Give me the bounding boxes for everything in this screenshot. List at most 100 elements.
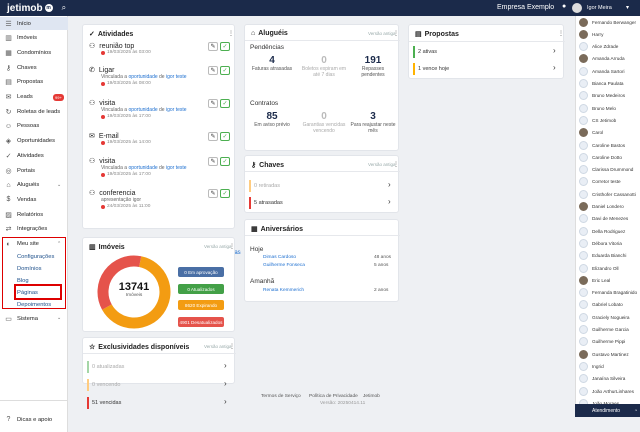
sidebar-item-14[interactable]: ⇄ Integrações — [0, 223, 68, 236]
contact-item[interactable]: Eduarda Bianchi — [576, 250, 640, 262]
donut-slice-3[interactable] — [97, 255, 142, 310]
search-icon[interactable]: ⌕ — [61, 3, 67, 12]
status-row[interactable]: 51 vencidas — [92, 400, 122, 406]
chevron-right-icon[interactable]: › — [553, 63, 556, 72]
contact-item[interactable]: Caroline Dotto — [576, 151, 640, 163]
sidebar-item-12[interactable]: $ Vendas — [0, 193, 68, 206]
user-menu-chevron-icon[interactable]: ▾ — [626, 5, 630, 11]
activities-menu-icon[interactable]: ⋮ — [228, 31, 234, 37]
status-row[interactable]: 0 atualizadas — [92, 364, 125, 370]
keys-old-version-link[interactable]: Versão antiga — [368, 162, 396, 167]
stat-2[interactable]: 191 Repasses pendentes — [350, 55, 396, 78]
sidebar-item-sistema[interactable]: ▭ Sistema ⌄ — [0, 312, 68, 325]
legend-pill-1[interactable]: 0 Atualizados — [178, 284, 224, 294]
sidebar-item-6[interactable]: ↻ Roletas de leads — [0, 105, 68, 118]
footer-brand-link[interactable]: Jetimob — [363, 394, 380, 399]
atendimento-bar[interactable]: Atendimento ◔ — [575, 404, 640, 417]
legend-pill-3[interactable]: 4901 Desatualizados — [178, 317, 224, 327]
edit-pencil-icon[interactable]: ✎ — [208, 189, 218, 198]
legend-pill-0[interactable]: 0 Em aprovação — [178, 267, 224, 277]
donut-slice-2[interactable] — [102, 256, 171, 329]
properties-menu-icon[interactable]: ⋮ — [229, 244, 235, 250]
footer-terms-link[interactable]: Termos de Serviço — [261, 394, 301, 399]
site-sub-item-3[interactable]: Páginas — [17, 290, 38, 296]
status-row[interactable]: 0 retiradas — [254, 183, 280, 189]
person-link[interactable]: igor teste — [165, 107, 187, 113]
contact-item[interactable]: Bruno Melo — [576, 102, 640, 114]
complete-check-icon[interactable]: ✓ — [220, 157, 230, 166]
edit-pencil-icon[interactable]: ✎ — [208, 66, 218, 75]
contact-item[interactable]: Carol — [576, 127, 640, 139]
footer-privacy-link[interactable]: Política de Privacidade — [309, 394, 358, 399]
sidebar-item-2[interactable]: ▦ Condomínios — [0, 46, 68, 59]
contact-item[interactable]: Amanda Arruda — [576, 53, 640, 65]
complete-check-icon[interactable]: ✓ — [220, 66, 230, 75]
help-link[interactable]: ? Dicas e apoio — [0, 413, 68, 426]
rentals-old-version-link[interactable]: Versão antiga — [368, 31, 396, 36]
activity-item[interactable]: ✆ Ligar Vinculada a oportunidade de igor t… — [89, 66, 229, 87]
contact-item[interactable]: Corretor teste — [576, 176, 640, 188]
edit-pencil-icon[interactable]: ✎ — [208, 132, 218, 141]
site-sub-item-4[interactable]: Depoimentos — [17, 302, 52, 308]
exclusivities-menu-icon[interactable]: ⋮ — [229, 344, 235, 350]
rentals-menu-icon[interactable]: ⋮ — [393, 31, 399, 37]
contact-item[interactable]: Amanda Sartori — [576, 65, 640, 77]
contact-item[interactable]: João ArthurLinhares — [576, 385, 640, 397]
sidebar-item-8[interactable]: ◈ Oportunidades — [0, 135, 68, 148]
sidebar-item-4[interactable]: ▤ Propostas — [0, 76, 68, 89]
sidebar-item-15[interactable]: ◐ Meu site ⌃ — [0, 238, 68, 251]
contact-item[interactable]: Débora Vitoria — [576, 237, 640, 249]
stat-0[interactable]: 4 Faturas atrasadas — [249, 55, 295, 72]
contact-item[interactable]: Daniel Londero — [576, 201, 640, 213]
person-link[interactable]: igor teste — [165, 165, 187, 171]
sidebar-item-0[interactable]: ☰ Início — [0, 17, 68, 30]
sidebar-item-13[interactable]: ▨ Relatórios — [0, 208, 68, 221]
sidebar-item-10[interactable]: ◎ Portais — [0, 164, 68, 177]
contact-item[interactable]: Clarissa Drummond — [576, 164, 640, 176]
complete-check-icon[interactable]: ✓ — [220, 132, 230, 141]
sidebar-item-11[interactable]: ⌂ Aluguéis ⌄ — [0, 179, 68, 192]
site-sub-item-1[interactable]: Domínios — [17, 266, 42, 272]
contact-item[interactable]: Fernanda Bragatinido — [576, 287, 640, 299]
stat-1[interactable]: 0 Garantias vencidas vencendo — [301, 111, 347, 134]
person-link[interactable]: igor teste — [165, 74, 187, 80]
activity-item[interactable]: ⚇ visita Vinculada a oportunidade de igor … — [89, 99, 229, 120]
complete-check-icon[interactable]: ✓ — [220, 189, 230, 198]
chevron-right-icon[interactable]: › — [388, 197, 391, 206]
contact-item[interactable]: Eric Leal — [576, 274, 640, 286]
chevron-right-icon[interactable]: › — [388, 180, 391, 189]
contact-item[interactable]: Elizandro Oll — [576, 262, 640, 274]
complete-check-icon[interactable]: ✓ — [220, 99, 230, 108]
exclusivities-old-version-link[interactable]: Versão antiga — [204, 344, 232, 349]
legend-pill-2[interactable]: 8620 Expirando — [178, 300, 224, 310]
status-row[interactable]: 2 ativas — [418, 49, 437, 55]
status-row[interactable]: 1 vence hoje — [418, 66, 450, 72]
keys-menu-icon[interactable]: ⋮ — [393, 162, 399, 168]
contact-item[interactable]: Fernando Berwanger — [576, 16, 640, 28]
birthday-name-link[interactable]: Guilherme Fonseca — [263, 263, 305, 268]
edit-pencil-icon[interactable]: ✎ — [208, 42, 218, 51]
status-row[interactable]: 0 vencendo — [92, 382, 121, 388]
edit-pencil-icon[interactable]: ✎ — [208, 99, 218, 108]
contact-item[interactable]: Bruno Medeiros — [576, 90, 640, 102]
birthday-name-link[interactable]: Dimas Cardoso — [263, 255, 297, 260]
edit-pencil-icon[interactable]: ✎ — [208, 157, 218, 166]
activity-item[interactable]: ✉ E-mail 19/03/2025 às 14:00 — [89, 132, 229, 146]
stat-2[interactable]: 3 Para reajustar neste mês — [350, 111, 396, 134]
notification-bell-icon[interactable]: ● — [562, 3, 567, 10]
status-row[interactable]: 5 atrasadas — [254, 200, 283, 206]
chevron-right-icon[interactable]: › — [224, 361, 227, 370]
user-avatar[interactable] — [572, 3, 582, 13]
activity-item[interactable]: ⚇ visita Vinculada a oportunidade de igor … — [89, 157, 229, 178]
stat-0[interactable]: 85 Em aviso prévio — [249, 111, 295, 128]
sidebar-item-1[interactable]: ▥ Imóveis — [0, 32, 68, 45]
chevron-right-icon[interactable]: › — [553, 46, 556, 55]
chevron-right-icon[interactable]: › — [224, 397, 227, 406]
sidebar-item-5[interactable]: ✉ Leads 99+ — [0, 91, 68, 104]
contact-item[interactable]: CS Jetimob — [576, 114, 640, 126]
company-selector[interactable]: Empresa Exemplo — [497, 4, 555, 11]
contact-item[interactable]: Gabriel Lobato — [576, 299, 640, 311]
contact-item[interactable]: Della Rodriguez — [576, 225, 640, 237]
activity-item[interactable]: ⚇ conferencia apresentação igor 24/03/2025 … — [89, 189, 229, 210]
activity-item[interactable]: ⚇ reunião top 19/03/2025 às 03:00 — [89, 42, 229, 56]
